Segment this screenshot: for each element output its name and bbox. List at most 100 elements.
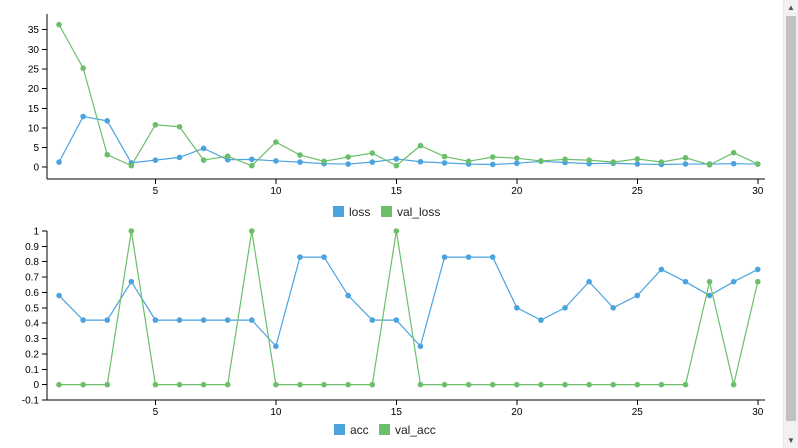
legend-label-val_acc[interactable]: val_acc [395, 423, 436, 437]
data-point-loss [80, 113, 86, 120]
data-point-val_acc [730, 381, 737, 388]
y-tick-label: 0.1 [25, 365, 39, 376]
data-point-loss [634, 161, 641, 167]
data-point-loss [441, 160, 448, 166]
data-point-val_loss [538, 158, 544, 164]
y-tick-label: 0.3 [25, 334, 39, 345]
x-tick-label: 15 [391, 407, 403, 418]
data-point-val_acc [393, 228, 400, 234]
legend-label-val_loss[interactable]: val_loss [397, 205, 440, 219]
data-point-loss [297, 159, 303, 165]
data-point-acc [80, 317, 86, 323]
data-point-val_acc [562, 381, 568, 388]
data-point-val_acc [417, 381, 424, 388]
data-point-val_acc [538, 381, 544, 388]
data-point-val_acc [610, 381, 617, 388]
data-point-acc [345, 292, 351, 299]
data-point-acc [754, 266, 761, 273]
y-tick-label: 0 [33, 380, 39, 391]
x-tick-label: 25 [632, 186, 644, 197]
data-point-val_acc [321, 381, 327, 388]
data-point-val_loss [56, 21, 62, 28]
data-point-acc [586, 278, 592, 285]
data-point-acc [730, 278, 737, 285]
data-point-loss [273, 158, 279, 164]
y-tick-label: 0.4 [25, 319, 39, 330]
data-point-val_acc [56, 381, 62, 388]
data-point-val_acc [273, 381, 279, 388]
data-point-acc [682, 278, 689, 285]
data-point-acc [610, 305, 617, 311]
data-point-val_acc [441, 381, 448, 388]
data-point-acc [128, 278, 135, 285]
data-point-val_loss [152, 121, 159, 128]
legend-swatch-loss[interactable] [333, 206, 344, 217]
vertical-scrollbar[interactable]: ▲ ▼ [783, 0, 798, 448]
data-point-val_loss [489, 154, 496, 160]
data-point-val_loss [176, 123, 183, 130]
data-point-acc [538, 317, 544, 323]
series-line-acc [58, 256, 759, 348]
x-tick-label: 5 [153, 186, 159, 197]
data-point-val_acc [248, 228, 255, 234]
data-point-loss [730, 160, 737, 167]
data-point-val_loss [562, 156, 568, 163]
legend-swatch-acc[interactable] [334, 424, 345, 435]
y-tick-label: 20 [28, 84, 40, 95]
data-point-val_acc [658, 381, 665, 388]
data-point-acc [369, 317, 376, 323]
accuracy-chart: -0.100.10.20.30.40.50.60.70.80.915 10 15 20… [22, 227, 765, 437]
y-tick-label: 35 [28, 25, 40, 36]
data-point-val_loss [682, 154, 689, 161]
data-point-val_acc [176, 381, 183, 388]
data-point-val_acc [682, 381, 689, 388]
data-point-acc [56, 292, 62, 299]
legend-swatch-val_loss[interactable] [381, 206, 392, 217]
data-point-loss [248, 156, 255, 163]
scroll-up-arrow-icon[interactable]: ▲ [787, 3, 795, 12]
data-point-acc [152, 317, 159, 323]
data-point-val_acc [152, 381, 159, 388]
data-point-val_acc [489, 381, 496, 388]
y-tick-label: 0.7 [25, 273, 39, 284]
data-point-acc [224, 317, 231, 323]
x-tick-label: 30 [752, 186, 764, 197]
data-point-acc [176, 317, 183, 323]
data-point-val_acc [514, 381, 520, 388]
y-tick-label: 5 [33, 143, 39, 154]
loss-chart: 0 5 10 15 20 25 30 35 5 10 15 20 25 30 loss val_loss [28, 14, 765, 219]
data-point-val_acc [345, 381, 351, 388]
y-tick-label: -0.1 [22, 396, 40, 407]
y-tick-label: 30 [28, 45, 40, 56]
data-point-val_acc [104, 381, 111, 388]
data-point-val_loss [417, 142, 424, 149]
series-line-val_acc [59, 230, 759, 386]
data-point-val_loss [224, 153, 231, 160]
data-point-acc [417, 343, 424, 350]
data-point-acc [706, 292, 713, 299]
legend-label-acc[interactable]: acc [350, 423, 369, 437]
data-point-acc [104, 317, 111, 323]
x-tick-label: 5 [153, 407, 159, 418]
x-tick-label: 20 [511, 407, 523, 418]
y-tick-label: 0.6 [25, 288, 39, 299]
data-point-loss [417, 158, 424, 165]
x-tick-label: 25 [632, 407, 644, 418]
data-point-acc [634, 292, 641, 299]
data-point-val_loss [345, 154, 351, 160]
data-point-loss [682, 161, 689, 167]
legend-swatch-val_acc[interactable] [379, 424, 390, 435]
legend-label-loss[interactable]: loss [349, 205, 370, 219]
scrollbar-thumb[interactable] [786, 16, 796, 421]
data-point-val_acc [706, 278, 713, 285]
data-point-val_loss [104, 151, 111, 158]
data-point-val_acc [80, 381, 86, 388]
data-point-val_loss [658, 159, 665, 165]
series-line-val_loss [58, 24, 759, 167]
scroll-down-arrow-icon[interactable]: ▼ [787, 436, 795, 445]
data-point-val_loss [128, 162, 135, 169]
data-point-val_acc [297, 381, 303, 388]
y-tick-label: 0.2 [25, 349, 39, 360]
data-point-val_acc [754, 278, 761, 285]
